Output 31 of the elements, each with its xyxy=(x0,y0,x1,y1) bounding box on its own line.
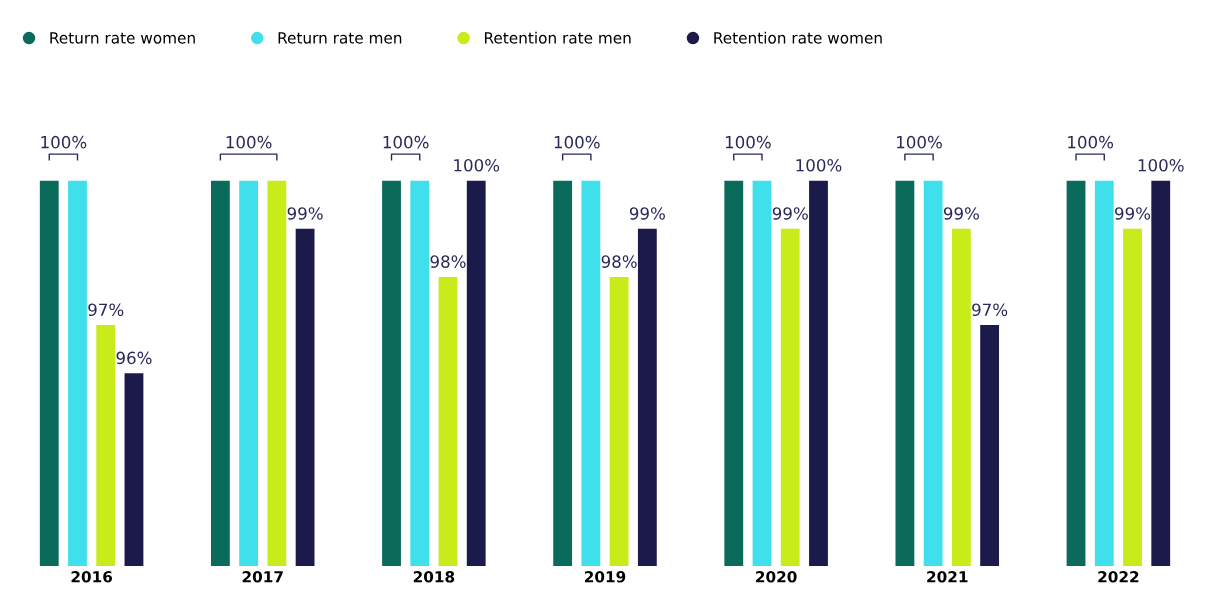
annotation: 100% xyxy=(383,135,429,149)
annotation: 100% xyxy=(725,135,771,149)
data-label: 97% xyxy=(972,303,1008,317)
annotation: 100% xyxy=(897,135,942,149)
annotation: 100% xyxy=(1068,135,1114,149)
x-tick-label: 2016 xyxy=(71,571,113,583)
data-label: 100% xyxy=(1138,158,1184,172)
data-label: 99% xyxy=(1115,207,1151,220)
x-tick-label: 2019 xyxy=(584,571,626,583)
x-tick-label: 2018 xyxy=(413,571,455,583)
data-label: 100% xyxy=(454,158,500,172)
legend-label: Retention rate women xyxy=(714,31,882,44)
data-label: 97% xyxy=(88,303,124,317)
annotation: 100% xyxy=(226,135,272,149)
legend-label: Return rate women xyxy=(50,32,195,44)
data-label: 99% xyxy=(943,207,979,220)
x-tick-label: 2020 xyxy=(756,571,797,583)
data-label: 99% xyxy=(287,207,323,220)
data-label: 99% xyxy=(629,207,665,220)
data-label: 99% xyxy=(772,207,808,220)
data-label: 98% xyxy=(430,255,466,268)
legend-label: Retention rate men xyxy=(484,31,631,44)
data-label: 100% xyxy=(796,158,842,172)
data-label: 96% xyxy=(116,351,152,365)
legend-label: Return rate men xyxy=(278,32,402,44)
annotation: 100% xyxy=(554,135,600,149)
x-tick-label: 2021 xyxy=(927,571,968,583)
annotation: 100% xyxy=(41,135,87,149)
x-tick-label: 2017 xyxy=(242,571,283,583)
data-label: 98% xyxy=(601,255,637,268)
x-tick-label: 2022 xyxy=(1098,571,1139,583)
